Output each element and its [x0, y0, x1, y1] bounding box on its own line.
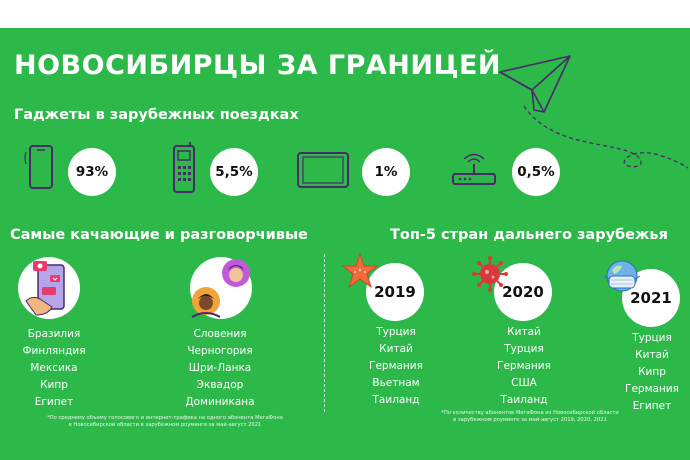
paper-plane-icon — [499, 55, 689, 169]
list-item: Таиланд — [500, 394, 548, 406]
list-item: Словения — [193, 328, 247, 340]
top5-2019-list: Турция Китай Германия Вьетнам Таиланд — [346, 324, 446, 409]
voice-country-list: Словения Черногория Шри-Ланка Эквадор До… — [164, 326, 276, 411]
list-item: Германия — [369, 360, 423, 372]
list-item: Кипр — [638, 366, 666, 378]
list-item: Доминикана — [185, 396, 255, 408]
list-item: Турция — [504, 343, 544, 355]
virus-icon — [472, 256, 508, 292]
list-item: Финляндия — [22, 345, 86, 357]
list-item: Китай — [635, 349, 669, 361]
gadgets-heading: Гаджеты в зарубежных поездках — [14, 107, 299, 123]
feature-phone-icon — [173, 142, 195, 193]
list-item: Мексика — [30, 362, 78, 374]
list-item: Турция — [632, 332, 672, 344]
tablet-share: 1% — [362, 148, 410, 196]
list-item: Эквадор — [196, 379, 244, 391]
year-2019-badge: 2019 — [366, 263, 424, 321]
top5-footnote: *По количеству абонентов МегаФона из Нов… — [441, 410, 619, 423]
list-item: Вьетнам — [372, 377, 420, 389]
list-item: Шри-Ланка — [188, 362, 252, 374]
tablet-icon — [297, 152, 349, 188]
list-item: Кипр — [40, 379, 68, 391]
smartphone-share: 93% — [68, 148, 116, 196]
social-phone-icon — [25, 261, 65, 316]
list-item: Турция — [376, 326, 416, 338]
top5-2020-list: Китай Турция Германия США Таиланд — [474, 324, 574, 409]
masked-globe-icon — [603, 260, 641, 292]
list-item: Германия — [497, 360, 551, 372]
router-share: 0,5% — [512, 148, 560, 196]
list-item: Бразилия — [27, 328, 81, 340]
top5-2021-list: Турция Китай Кипр Германия Египет — [602, 330, 690, 415]
talkative-heading: Самые качающие и разговорчивые — [10, 227, 308, 243]
page-title: НОВОСИБИРЦЫ ЗА ГРАНИЦЕЙ — [14, 50, 502, 81]
list-item: Египет — [632, 400, 672, 412]
list-item: Китай — [507, 326, 541, 338]
list-item: США — [511, 377, 537, 389]
top5-heading: Топ-5 стран дальнего зарубежья — [390, 227, 668, 243]
internet-country-list: Бразилия Финляндия Мексика Кипр Египет — [4, 326, 104, 411]
chatting-people-icon — [191, 259, 250, 318]
list-item: Черногория — [187, 345, 253, 357]
starfish-icon — [341, 252, 379, 289]
list-item: Египет — [34, 396, 74, 408]
router-icon — [452, 153, 496, 185]
list-item: Таиланд — [372, 394, 420, 406]
year-2020-badge: 2020 — [494, 263, 552, 321]
smartphone-icon — [24, 145, 53, 189]
list-item: Германия — [625, 383, 679, 395]
list-item: Китай — [379, 343, 413, 355]
infographic-poster: НОВОСИБИРЦЫ ЗА ГРАНИЦЕЙ Гаджеты в зарубе… — [0, 28, 690, 460]
feature-phone-share: 5,5% — [210, 148, 258, 196]
section-divider — [324, 254, 326, 412]
talkative-footnote: *По среднему объему голосового и интерне… — [47, 415, 283, 428]
